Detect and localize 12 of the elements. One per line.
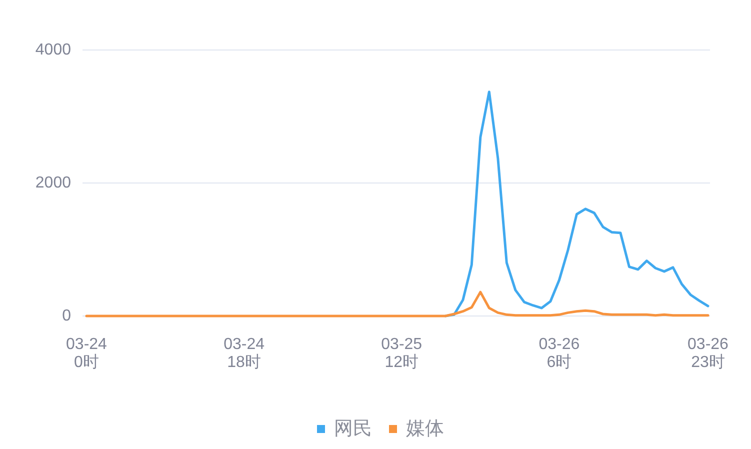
x-tick-label: 03-24 0时	[66, 336, 108, 371]
x-tick-label: 03-24 18时	[224, 336, 265, 371]
legend-label: 媒体	[406, 418, 444, 440]
y-tick-label: 0	[62, 308, 72, 324]
legend-label: 网民	[334, 418, 372, 440]
x-tick-label: 03-26 6时	[538, 336, 580, 371]
legend-item: 媒体	[389, 418, 444, 440]
y-tick-label: 4000	[35, 42, 72, 58]
legend-item: 网民	[317, 418, 372, 440]
x-tick-label: 03-25 12时	[381, 336, 422, 371]
y-tick-label: 2000	[35, 174, 72, 192]
x-tick-label: 03-26 23时	[688, 336, 729, 371]
